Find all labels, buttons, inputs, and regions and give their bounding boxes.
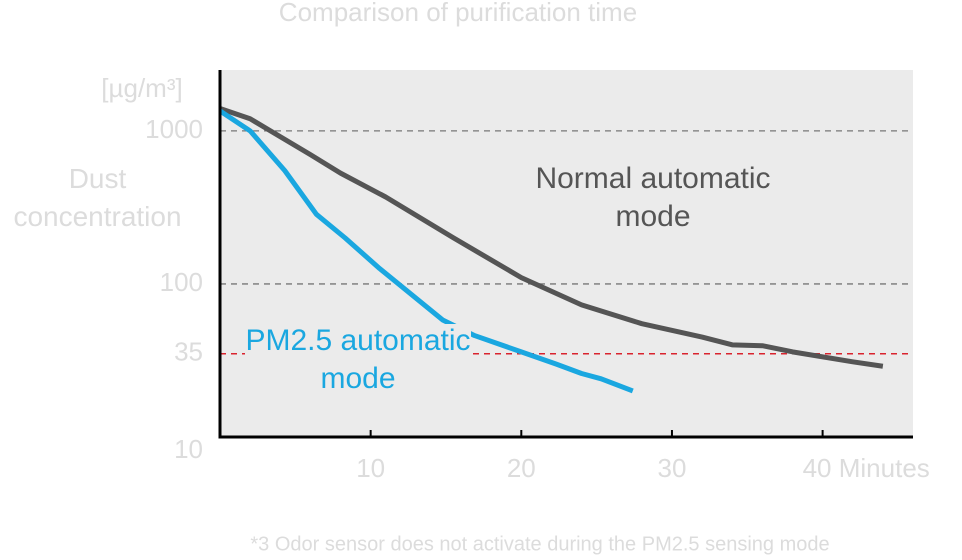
- x-tick-label: 20: [507, 453, 536, 483]
- x-tick-label: 30: [657, 453, 686, 483]
- series-label-text: Normal automatic mode: [535, 162, 771, 233]
- y-tick-label: 10: [174, 434, 203, 464]
- y-axis-label: Dust concentration: [13, 163, 182, 232]
- series-line: [219, 106, 884, 369]
- y-tick-label: 35: [174, 337, 203, 367]
- series-label: PM2.5 automatic mode: [228, 322, 488, 398]
- chart-title: Comparison of purification time: [279, 0, 637, 27]
- series-line: [218, 108, 634, 394]
- footnote: *3 Odor sensor does not activate during …: [250, 533, 829, 555]
- series-label-text: PM2.5 automatic mode: [245, 324, 471, 395]
- series-label: Normal automatic mode: [523, 160, 783, 236]
- y-tick-label: 1000: [145, 114, 203, 144]
- x-tick-label: 10: [356, 453, 385, 483]
- y-unit: [µg/m³]: [101, 73, 182, 103]
- y-tick-label: 100: [160, 267, 203, 297]
- x-tick-label: 40 Minutes: [803, 453, 930, 483]
